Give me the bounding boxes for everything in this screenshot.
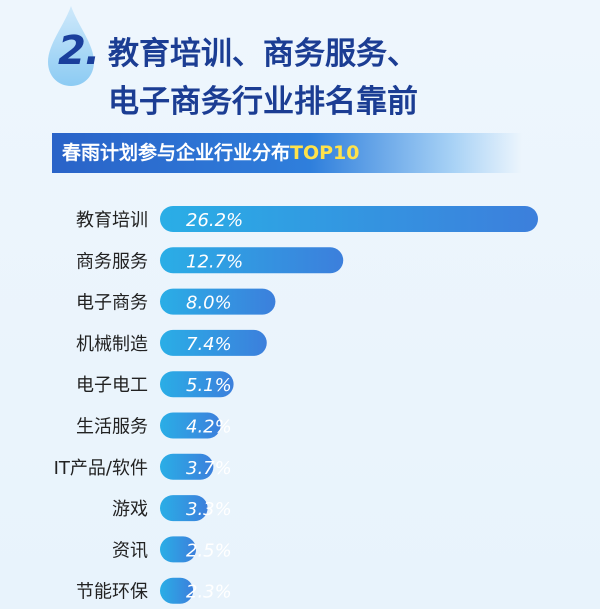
category-label: 资讯 <box>112 540 148 561</box>
section-number: 2. <box>58 28 100 74</box>
category-label: 游戏 <box>112 499 148 520</box>
heading-line-1: 教育培训、商务服务、 <box>108 36 418 72</box>
bar <box>160 453 214 480</box>
category-label: 机械制造 <box>76 334 148 355</box>
chart-title: 春雨计划参与企业行业分布TOP10 <box>62 142 360 164</box>
value-label: 2.3% <box>186 582 232 603</box>
bar <box>160 206 538 232</box>
bar <box>160 536 197 563</box>
bar <box>160 247 344 274</box>
chart-title-banner: 春雨计划参与企业行业分布TOP10 <box>52 133 522 173</box>
value-label: 3.3% <box>186 499 232 520</box>
category-label: 生活服务 <box>76 417 148 438</box>
value-label: 2.5% <box>186 540 232 561</box>
bar <box>160 288 276 315</box>
value-label: 5.1% <box>186 375 232 396</box>
water-drop-icon <box>48 6 94 86</box>
bar <box>160 495 208 522</box>
value-label: 4.2% <box>186 417 232 438</box>
value-label: 26.2% <box>186 210 243 231</box>
category-label: 电子电工 <box>76 375 148 396</box>
bar <box>160 329 267 356</box>
bar <box>160 577 194 604</box>
category-label: 教育培训 <box>76 210 148 231</box>
category-label: 商务服务 <box>76 251 148 272</box>
heading-line-2: 电子商务行业排名靠前 <box>108 84 418 120</box>
page-heading: 教育培训、商务服务、 电子商务行业排名靠前 <box>108 30 418 126</box>
value-label: 3.7% <box>186 458 232 479</box>
bar <box>160 371 234 398</box>
value-label: 12.7% <box>186 251 243 272</box>
value-label: 8.0% <box>186 293 232 314</box>
category-label: 节能环保 <box>76 582 148 603</box>
category-label: 电子商务 <box>76 293 148 314</box>
value-label: 7.4% <box>186 334 232 355</box>
chart-title-highlight: TOP10 <box>290 142 360 164</box>
category-label: IT产品/软件 <box>54 458 148 479</box>
bar <box>160 412 221 439</box>
